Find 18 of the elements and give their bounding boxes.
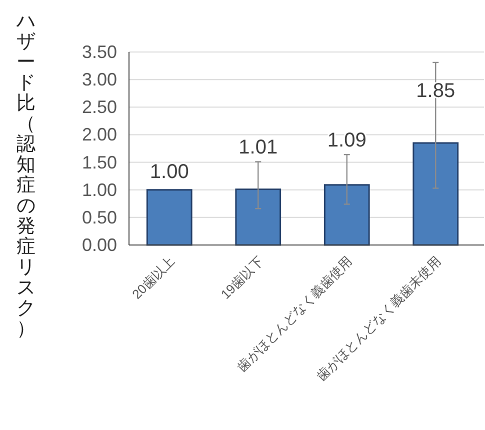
y-tick-label: 0.50 xyxy=(82,207,117,228)
text: ハザード比（認知症の発症リスク） xyxy=(16,11,36,340)
bar xyxy=(412,142,459,246)
bar xyxy=(146,189,192,246)
y-tick-label: 3.50 xyxy=(82,42,117,62)
x-tick-label: 19歯以下 xyxy=(218,254,266,302)
y-tick-label: 2.00 xyxy=(82,124,117,145)
y-tick-label: 1.50 xyxy=(82,152,117,172)
bar xyxy=(324,184,370,246)
y-tick-label: 3.00 xyxy=(82,70,117,90)
y-tick-label: 0.00 xyxy=(82,235,117,255)
y-tick-label: 2.50 xyxy=(82,97,117,118)
x-tick-label: 20歯以上 xyxy=(129,254,178,302)
data-label: 1.00 xyxy=(150,160,189,183)
y-tick-label: 1.00 xyxy=(82,180,117,200)
data-label: 1.01 xyxy=(238,136,278,159)
data-label: 1.09 xyxy=(327,130,366,152)
bar xyxy=(235,188,282,246)
